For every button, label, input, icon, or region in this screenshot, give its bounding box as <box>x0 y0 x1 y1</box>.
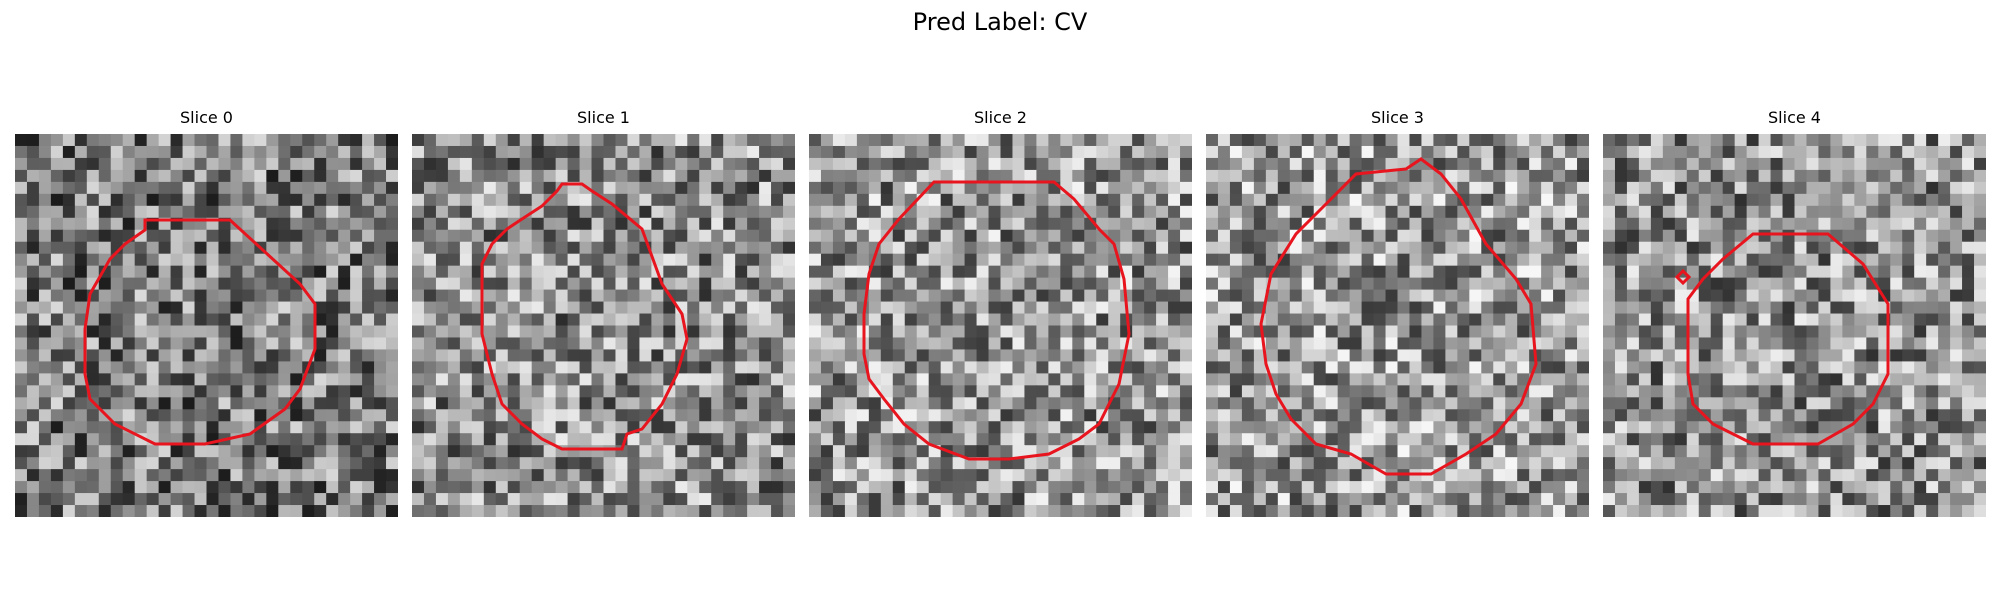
segmentation-contour-fragment <box>1674 268 1692 286</box>
segmentation-contour <box>480 182 689 451</box>
slice-panel-4: Slice 4 <box>1603 104 1986 518</box>
slice-title: Slice 0 <box>180 108 233 127</box>
grayscale-pixel-grid <box>1206 134 1589 517</box>
grayscale-pixel-grid <box>15 134 398 517</box>
slice-image <box>1206 134 1589 517</box>
segmentation-contour <box>862 180 1131 461</box>
grayscale-pixel-grid <box>412 134 795 517</box>
slice-image <box>809 134 1192 517</box>
slice-image <box>412 134 795 517</box>
slice-panel-3: Slice 3 <box>1206 104 1589 518</box>
segmentation-contour <box>83 218 317 446</box>
slice-title: Slice 1 <box>577 108 630 127</box>
segmentation-contour <box>1686 232 1890 446</box>
slice-image <box>1603 134 1986 517</box>
slice-panel-2: Slice 2 <box>809 104 1192 518</box>
segmentation-contour <box>1259 157 1538 476</box>
slice-title: Slice 4 <box>1768 108 1821 127</box>
slice-panel-1: Slice 1 <box>412 104 795 518</box>
grayscale-pixel-grid <box>1603 134 1986 517</box>
slice-panel-0: Slice 0 <box>15 104 398 518</box>
slice-image <box>15 134 398 517</box>
slice-title: Slice 2 <box>974 108 1027 127</box>
slice-title: Slice 3 <box>1371 108 1424 127</box>
figure-title: Pred Label: CV <box>912 8 1088 36</box>
